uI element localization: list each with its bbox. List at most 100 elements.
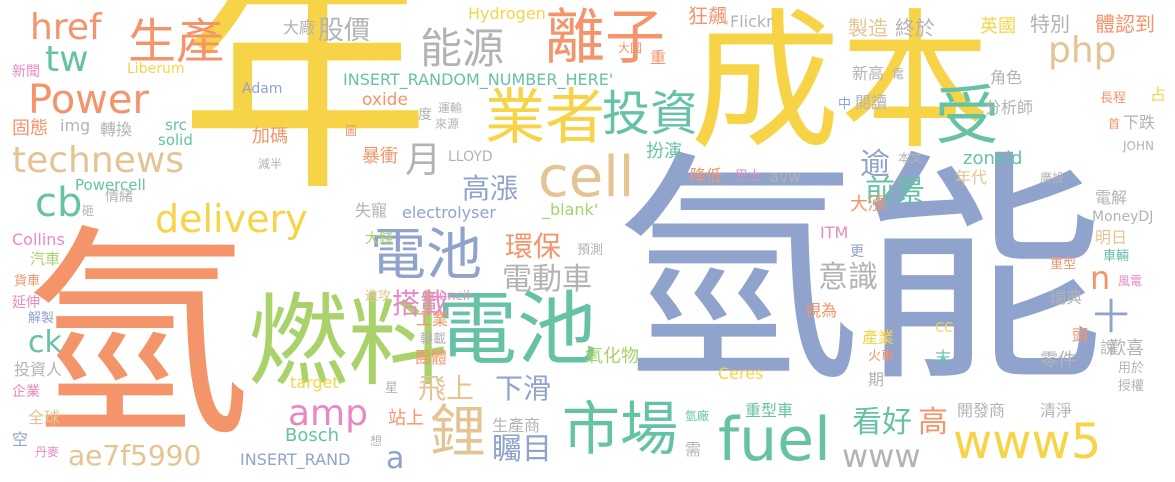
word: 中 — [838, 97, 852, 112]
word: 英國 — [980, 16, 1016, 37]
word: 進攻 — [365, 289, 392, 304]
word: ITM — [820, 223, 849, 242]
word: 新聞 — [12, 64, 40, 80]
word: 矚目 — [492, 432, 552, 467]
word: www — [842, 437, 921, 475]
word: technews — [12, 140, 185, 181]
word: 砸 — [82, 204, 95, 218]
word: 開發商 — [957, 401, 1006, 420]
word: 終於 — [895, 16, 935, 40]
word: 占 — [1150, 85, 1167, 104]
word: 飛上 — [418, 372, 475, 405]
word: fuel — [718, 405, 831, 475]
word: cb — [35, 180, 83, 226]
word: 電 — [892, 67, 905, 81]
word: 投資人 — [14, 360, 63, 379]
word: 電池 — [437, 283, 597, 376]
word: oxide — [362, 90, 408, 110]
word: 狂飆 — [688, 4, 728, 28]
word: 生產商 — [492, 416, 541, 435]
word: 解製 — [28, 311, 55, 326]
word: 星 — [385, 381, 399, 396]
word: 股價 — [318, 16, 371, 46]
word: 降低 — [690, 166, 723, 185]
word: 團體 — [415, 348, 448, 367]
word: a — [386, 441, 405, 476]
word: href — [30, 7, 102, 48]
word: electrolyser — [402, 203, 496, 222]
word: 想 — [370, 434, 383, 448]
word: php — [1048, 30, 1117, 71]
word: 歡喜 — [1108, 338, 1144, 359]
word: 大錢 — [365, 231, 393, 247]
word: Adam — [242, 81, 283, 97]
word: 下滑 — [495, 372, 552, 405]
word: 度 — [418, 107, 432, 123]
word: 氧化物 — [585, 346, 639, 367]
word: src — [165, 116, 187, 134]
word: 來源 — [435, 117, 460, 131]
word: 年 — [180, 0, 430, 225]
word: 失寵 — [355, 201, 388, 220]
word: amp — [288, 393, 368, 434]
word: 轉換 — [100, 120, 133, 139]
word: cell — [538, 145, 635, 210]
word: 需 — [685, 440, 702, 459]
word: 預測 — [577, 243, 604, 258]
word: 說 — [1100, 338, 1117, 357]
word: Ceres — [718, 364, 764, 383]
word: www5 — [953, 414, 1102, 470]
word: Power — [28, 77, 149, 123]
word: 下跌 — [1123, 113, 1156, 132]
word: 情緒 — [105, 189, 133, 205]
word: 成本 — [690, 0, 991, 170]
word: 末 — [935, 348, 952, 367]
word: INSERT_RAND — [240, 450, 351, 469]
word: 受 — [935, 80, 999, 154]
word: 轉載 — [420, 332, 447, 347]
word: 鋰 — [430, 400, 486, 465]
word: ae7f5990 — [68, 439, 202, 472]
word: 產業 — [862, 328, 895, 347]
word: 大廠 — [283, 18, 316, 37]
word: 車輛 — [1103, 249, 1130, 264]
word: 氫廠 — [685, 409, 710, 423]
word: 站上 — [388, 408, 424, 429]
word: Liberum — [127, 61, 185, 77]
word: n — [1090, 259, 1111, 297]
word: 空 — [12, 430, 29, 449]
word: Bosch — [285, 425, 340, 446]
word: JOHN — [1123, 139, 1154, 153]
word: 零件 — [1040, 350, 1076, 371]
word: 首 — [1108, 117, 1121, 131]
word: _blank' — [542, 200, 599, 219]
word: 新高 — [852, 64, 885, 83]
word: 分析師 — [985, 98, 1034, 117]
word: 能源 — [420, 24, 505, 73]
word: 電動車 — [502, 262, 592, 297]
word: 固態 — [12, 118, 48, 139]
word: Collins — [12, 230, 65, 249]
word: 月 — [405, 140, 442, 181]
word: 大國 — [618, 41, 643, 55]
word: 瑞典 — [1050, 288, 1083, 307]
word: Council — [422, 289, 470, 304]
word: img — [60, 116, 91, 135]
word: LLOYD — [448, 149, 493, 165]
word: 視為 — [805, 301, 838, 320]
word: 丹麥 — [35, 445, 60, 459]
word: 離子 — [545, 3, 665, 73]
word: 環保 — [505, 230, 562, 263]
word: 暴衝 — [362, 146, 398, 167]
word: 體認到 — [1095, 12, 1155, 36]
word: 減半 — [258, 157, 283, 171]
word: 逾 — [860, 147, 890, 182]
word: 特別 — [1030, 12, 1070, 36]
word: delivery — [155, 197, 308, 241]
word: 明日 — [1095, 228, 1128, 247]
word: 重型車 — [745, 401, 794, 420]
word: 角色 — [990, 68, 1023, 87]
word: 扮演 — [646, 141, 682, 162]
word: 期 — [868, 370, 885, 389]
